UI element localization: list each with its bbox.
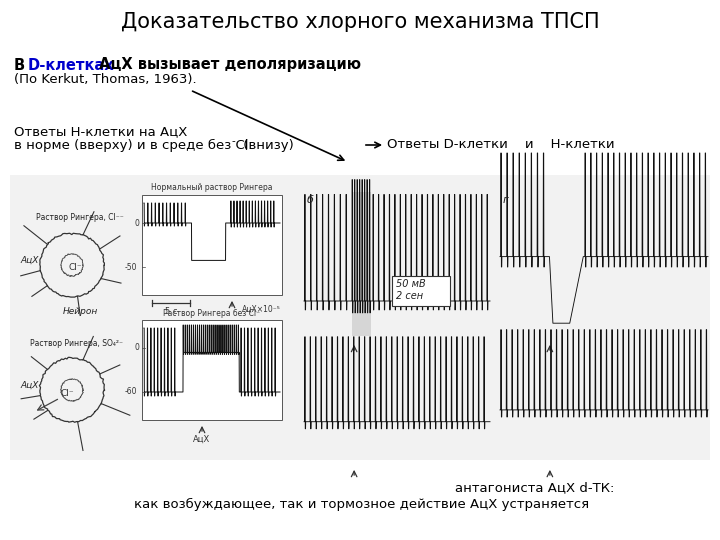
Text: 2 сен: 2 сен (396, 291, 423, 301)
Text: Cl⁻: Cl⁻ (68, 264, 82, 273)
Text: Нормальный раствор Рингера: Нормальный раствор Рингера (151, 184, 273, 192)
Text: Раствор Рингера без Cl⁻: Раствор Рингера без Cl⁻ (163, 308, 261, 318)
Text: Нейрон: Нейрон (63, 307, 98, 316)
Text: АцХ: АцХ (21, 255, 39, 265)
Text: как возбуждающее, так и тормозное действие АцХ устраняется: как возбуждающее, так и тормозное действ… (135, 497, 590, 510)
Text: Доказательство хлорного механизма ТПСП: Доказательство хлорного механизма ТПСП (121, 12, 599, 32)
Text: -: - (232, 136, 235, 146)
Bar (392, 276, 450, 306)
Text: 0: 0 (134, 219, 139, 227)
Text: D-клетках: D-клетках (28, 57, 114, 72)
Text: 5 с: 5 с (165, 307, 177, 315)
Text: АцХ вызывает деполяризацию: АцХ вызывает деполяризацию (94, 57, 361, 72)
Bar (352, 192, 372, 336)
Text: б: б (307, 195, 314, 205)
Text: В: В (14, 57, 30, 72)
Text: (По Kerkut, Thomas, 1963).: (По Kerkut, Thomas, 1963). (14, 72, 197, 85)
Text: Ответы D-клетки    и    Н-клетки: Ответы D-клетки и Н-клетки (387, 138, 615, 152)
Text: в норме (вверху) и в среде без Cl: в норме (вверху) и в среде без Cl (14, 138, 248, 152)
Bar (142, 320, 282, 420)
Text: -60: -60 (125, 388, 137, 396)
Text: Ответы Н-клетки на АцХ: Ответы Н-клетки на АцХ (14, 125, 187, 138)
Text: (внизу): (внизу) (239, 138, 294, 152)
Text: АцХ: АцХ (194, 435, 211, 443)
Text: 0: 0 (134, 343, 139, 353)
Text: 50 мВ: 50 мВ (396, 279, 426, 289)
Text: Cl⁻: Cl⁻ (60, 388, 74, 397)
Text: антагониста АцХ d-ТК:: антагониста АцХ d-ТК: (455, 482, 615, 495)
Bar (10, 175, 710, 460)
Text: -50: -50 (125, 262, 137, 272)
Text: АцХ×10⁻⁵: АцХ×10⁻⁵ (242, 305, 281, 314)
Text: АцХ: АцХ (21, 381, 39, 389)
Text: г: г (503, 195, 509, 205)
Text: Раствор Рингера, Cl⁻⁻: Раствор Рингера, Cl⁻⁻ (36, 213, 124, 222)
Bar (142, 195, 282, 295)
Text: Раствор Рингера, SO₄²⁻: Раствор Рингера, SO₄²⁻ (30, 339, 122, 348)
